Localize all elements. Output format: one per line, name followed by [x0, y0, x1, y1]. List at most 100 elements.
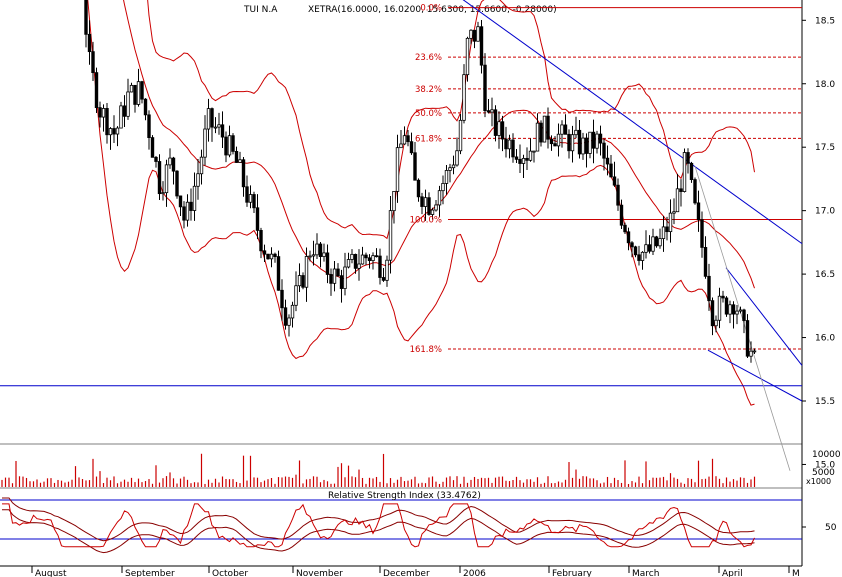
price-tick-label: 18.0: [815, 80, 835, 90]
rsi-panel: 50: [0, 497, 837, 554]
candle-body: [612, 176, 617, 186]
candle-body: [413, 152, 417, 181]
candle-body: [490, 109, 494, 113]
candle-body: [329, 274, 333, 284]
candle-body: [304, 256, 309, 288]
candle-body: [395, 147, 400, 192]
rsi-tick-label: 50: [825, 523, 837, 533]
candle-body: [714, 319, 718, 327]
candle-body: [654, 236, 659, 247]
candle-body: [147, 114, 151, 138]
volume-unit-label: x1000: [806, 477, 831, 486]
candle-body: [196, 173, 200, 187]
candle-body: [423, 197, 428, 207]
trendlines: [0, 0, 803, 471]
candle-body: [262, 250, 267, 255]
candle-body: [500, 121, 505, 140]
candle-body: [637, 254, 641, 261]
candle-body: [700, 219, 704, 248]
candle-body: [668, 212, 673, 233]
month-label: December: [383, 569, 430, 577]
month-label: September: [125, 569, 175, 577]
candle-body: [728, 304, 732, 315]
fib-label: 161.8%: [410, 345, 442, 355]
candle-body: [101, 108, 106, 118]
candle-body: [483, 64, 487, 112]
candle-body: [287, 317, 291, 326]
bollinger-upper: [147, 0, 755, 240]
candle-body: [129, 84, 134, 93]
channel-upper-line: [725, 267, 803, 366]
price-axis: 21.521.020.520.019.519.018.518.017.517.0…: [802, 16, 835, 470]
downtrend-line: [462, 0, 803, 245]
candle-body: [651, 236, 655, 252]
candle-body: [675, 188, 680, 213]
candle-body: [294, 285, 298, 306]
price-tick-label: 16.0: [815, 334, 835, 344]
candle-body: [584, 137, 589, 154]
candle-body: [745, 320, 750, 357]
candle-body: [105, 108, 109, 136]
candle-body: [273, 253, 277, 257]
candle-body: [710, 300, 715, 327]
candle-body: [206, 108, 211, 130]
candle-body: [518, 158, 522, 164]
candle-body: [157, 161, 162, 195]
candle-body: [434, 204, 438, 211]
month-label: 2006: [463, 569, 486, 577]
candle-body: [154, 156, 158, 162]
candle-body: [231, 135, 235, 152]
candle-body: [465, 37, 470, 76]
volume-tick-label: 10000: [812, 450, 841, 460]
fib-label: 0.0%: [420, 4, 442, 14]
candle-body: [360, 254, 365, 265]
candle-body: [311, 254, 316, 257]
candle-body: [315, 243, 319, 256]
time-axis: August September October November December 20…: [31, 566, 800, 577]
candle-body: [350, 253, 354, 260]
candle-body: [672, 211, 676, 214]
candle-body: [140, 81, 144, 100]
candle-body: [682, 152, 687, 192]
candle-body: [532, 150, 536, 153]
candle-body: [479, 26, 484, 66]
candle-body: [514, 156, 519, 160]
candle-body: [318, 243, 323, 257]
volume-axis: 10000 5000: [812, 450, 841, 478]
candle-body: [640, 251, 645, 261]
candle-body: [430, 209, 435, 215]
candle-body: [301, 275, 305, 288]
candle-body: [686, 152, 690, 164]
candlesticks: [84, 0, 757, 363]
candle-body: [357, 263, 361, 269]
candle-body: [227, 135, 232, 156]
bollinger-bands: [87, 0, 755, 406]
month-label: August: [35, 569, 67, 577]
candle-body: [451, 164, 456, 169]
candle-body: [353, 253, 358, 269]
candle-body: [724, 297, 729, 315]
candle-body: [385, 259, 389, 281]
candle-body: [325, 252, 330, 275]
candle-body: [266, 253, 270, 260]
candle-body: [581, 137, 585, 155]
candle-body: [577, 129, 582, 155]
candle-body: [570, 134, 575, 152]
candle-body: [605, 157, 610, 165]
candle-body: [346, 259, 351, 268]
candle-body: [133, 84, 137, 105]
price-tick-label: 17.0: [815, 207, 835, 217]
candle-body: [308, 255, 312, 258]
rsi-band-upper: [2, 497, 755, 542]
candle-body: [336, 268, 340, 277]
candle-body: [458, 119, 463, 152]
candle-body: [406, 135, 410, 143]
candle-body: [332, 268, 337, 284]
candle-body: [507, 139, 512, 150]
candle-body: [679, 188, 683, 192]
candle-body: [364, 254, 368, 259]
candle-body: [721, 295, 725, 299]
candle-body: [122, 105, 127, 117]
candle-body: [472, 29, 477, 42]
